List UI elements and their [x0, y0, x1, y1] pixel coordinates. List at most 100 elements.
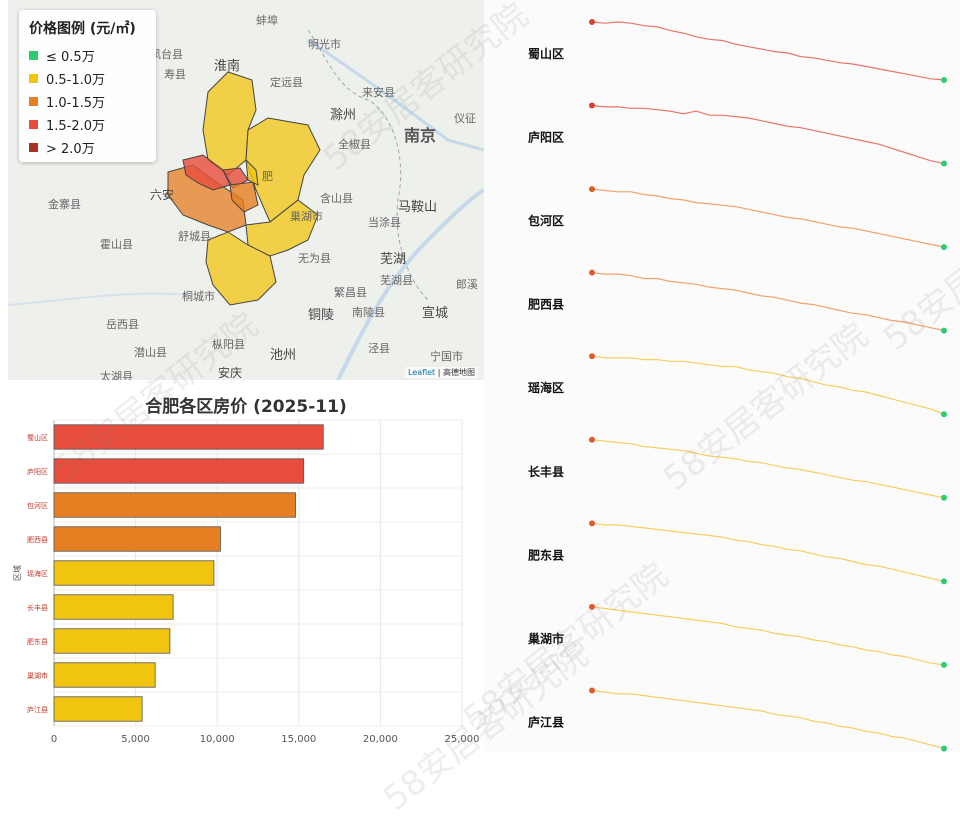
- trend-line: [591, 439, 945, 499]
- map-canvas[interactable]: [8, 0, 484, 380]
- trend-line: [591, 522, 945, 582]
- trend-district-label: 巢湖市: [527, 631, 564, 646]
- trend-start-dot: [589, 687, 595, 694]
- district-shape-feidong[interactable]: [245, 117, 321, 223]
- x-tick-label: 20,000: [363, 734, 398, 745]
- bar[interactable]: [53, 526, 221, 552]
- trend-end-dot: [941, 327, 947, 334]
- map-place-label: 定远县: [270, 76, 303, 89]
- legend-item: 1.0-1.5万: [29, 90, 146, 113]
- map-place-label: 太湖县: [100, 370, 133, 380]
- district-shape-yaohai[interactable]: [245, 158, 259, 186]
- legend-swatch: [29, 97, 38, 106]
- trend-end-dot: [941, 160, 947, 167]
- legend-swatch: [29, 143, 38, 152]
- bar-chart-title: 合肥各区房价 (2025-11): [145, 397, 347, 417]
- trend-start-dot: [589, 19, 595, 25]
- trend-start-dot: [589, 102, 595, 109]
- bar[interactable]: [53, 458, 305, 484]
- trend-district-label: 瑶海区: [528, 380, 564, 395]
- legend-swatch: [29, 51, 38, 60]
- y-tick-label: 瑶海区: [27, 569, 48, 578]
- map-place-label: 马鞍山: [398, 200, 438, 215]
- map-place-label: 淮南: [214, 59, 241, 74]
- legend-label: 1.5-2.0万: [46, 119, 106, 134]
- map-place-label: 宁国市: [430, 350, 463, 363]
- trend-district-label: 包河区: [527, 213, 564, 228]
- map-place-label: 霍山县: [100, 238, 133, 251]
- y-tick-label: 庐江县: [27, 705, 48, 714]
- trend-district-label: 肥东县: [528, 547, 564, 562]
- map-place-label: 南陵县: [352, 306, 385, 319]
- price-legend: 价格图例 (元/㎡) ≤ 0.5万 0.5-1.0万 1.0-1.5万 1.5-…: [19, 10, 156, 162]
- y-tick-label: 庐阳区: [27, 467, 48, 476]
- map-place-label: 桐城市: [182, 290, 215, 303]
- map-place-label: 凤台县: [150, 48, 183, 61]
- legend-item: 1.5-2.0万: [29, 113, 146, 136]
- river: [336, 188, 484, 380]
- trend-line: [591, 105, 945, 165]
- district-shape-shushan[interactable]: [182, 154, 231, 191]
- bar[interactable]: [53, 492, 296, 518]
- map-place-label: 泾县: [368, 342, 390, 355]
- bar[interactable]: [53, 594, 174, 620]
- legend-item: 0.5-1.0万: [29, 67, 146, 90]
- trend-line: [591, 689, 945, 749]
- river: [8, 292, 189, 306]
- trend-line: [591, 355, 945, 415]
- bar-chart-panel: 0 5,000 10,000 15,000 20,000 25,000 蜀山区 庐阳区 包河区肥…: [8, 380, 484, 752]
- map-place-label: 繁昌县: [334, 286, 367, 299]
- bar[interactable]: [53, 662, 156, 688]
- leaflet-link[interactable]: Leaflet: [407, 368, 436, 377]
- district-shape-baohe[interactable]: [229, 181, 259, 213]
- map-panel[interactable]: 蚌埠 明光市 凤台县 淮南 寿县 定远县 来安县 滁州 仪征 南京 全椒县 六安…: [8, 0, 484, 380]
- trend-line: [591, 21, 945, 81]
- map-place-label: 六安: [150, 188, 175, 202]
- legend-label: 0.5-1.0万: [46, 73, 106, 88]
- bar-chart: 0 5,000 10,000 15,000 20,000 25,000 蜀山区庐阳区包河区肥…: [12, 419, 480, 745]
- trend-start-dot: [589, 186, 595, 193]
- trend-start-dot: [589, 603, 595, 610]
- bar[interactable]: [53, 424, 324, 450]
- map-place-label: 芜湖: [380, 252, 407, 267]
- map-place-label: 来安县: [362, 86, 395, 99]
- x-tick-label: 25,000: [445, 734, 480, 745]
- legend-title: 价格图例 (元/㎡): [29, 21, 136, 37]
- trend-district-label: 蜀山区: [528, 46, 564, 61]
- trend-end-dot: [941, 745, 947, 752]
- y-tick-label: 长丰县: [27, 603, 48, 612]
- map-place-label: 无为县: [298, 252, 331, 265]
- legend-label: > 2.0万: [46, 142, 95, 157]
- x-tick-label: 10,000: [200, 734, 235, 745]
- map-place-label: 蚌埠: [256, 14, 278, 27]
- map-place-label: 舒城县: [178, 230, 211, 243]
- trend-district-label: 庐江县: [528, 714, 564, 729]
- legend-item: > 2.0万: [29, 136, 146, 159]
- trend-start-dot: [589, 520, 595, 527]
- district-shape-lujiang[interactable]: [205, 231, 277, 306]
- river: [307, 38, 484, 152]
- trend-end-dot: [941, 578, 947, 585]
- map-place-label: 宣城: [422, 306, 449, 321]
- map-place-label: 肥: [262, 170, 273, 183]
- x-tick-label: 15,000: [281, 734, 316, 745]
- map-place-label: 岳西县: [106, 318, 139, 331]
- bar[interactable]: [53, 696, 143, 722]
- map-attribution: Leaflet | 高德地图: [404, 367, 478, 378]
- trend-start-dot: [589, 353, 595, 360]
- bar[interactable]: [53, 628, 171, 654]
- map-place-label: 全椒县: [338, 138, 371, 151]
- map-place-label: 含山县: [320, 192, 353, 205]
- y-tick-label: 肥东县: [27, 637, 48, 646]
- trend-line: [591, 272, 945, 332]
- y-tick-label: 蜀山区: [27, 433, 48, 442]
- trend-start-dot: [589, 436, 595, 443]
- legend-swatch: [29, 74, 38, 83]
- bar[interactable]: [53, 560, 215, 586]
- trend-line: [591, 606, 945, 666]
- y-tick-label: 肥西县: [27, 536, 48, 544]
- map-place-label: 潜山县: [134, 346, 167, 359]
- trend-start-dot: [589, 269, 595, 276]
- map-place-label: 巢湖市: [290, 210, 323, 223]
